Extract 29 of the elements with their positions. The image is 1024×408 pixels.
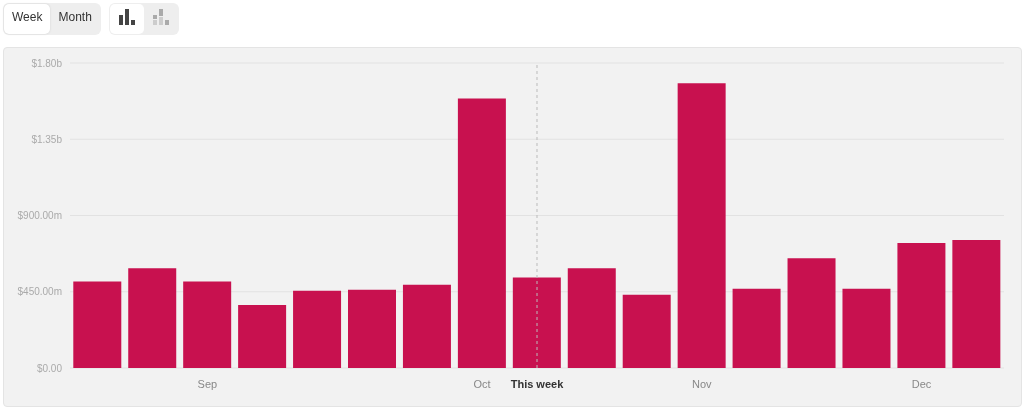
bar bbox=[512, 277, 561, 368]
x-tick-label: Oct bbox=[473, 378, 491, 390]
bar bbox=[952, 239, 1001, 368]
x-tick-label: Dec bbox=[911, 378, 932, 390]
bar bbox=[567, 268, 616, 368]
bar bbox=[238, 304, 287, 368]
bar bbox=[457, 98, 506, 368]
x-tick-label: Sep bbox=[197, 378, 218, 390]
y-tick-label: $1.80b bbox=[31, 57, 63, 69]
bar bbox=[183, 281, 232, 368]
bar bbox=[73, 281, 122, 368]
bar bbox=[293, 290, 342, 368]
bar bbox=[732, 288, 781, 368]
bar bbox=[897, 242, 946, 368]
bar bbox=[842, 288, 891, 368]
x-tick-label: This week bbox=[510, 378, 565, 390]
bar bbox=[348, 289, 396, 368]
bar bbox=[787, 258, 836, 368]
text: Week bbox=[4, 4, 51, 34]
bar bbox=[622, 294, 671, 368]
bar bbox=[402, 284, 451, 368]
y-tick-label: $0.00 bbox=[36, 362, 63, 374]
text: Month bbox=[57, 9, 93, 26]
x-tick-label: Nov bbox=[692, 378, 713, 390]
y-tick-label: $900.00m bbox=[17, 210, 62, 222]
bar bbox=[677, 83, 726, 368]
bar bbox=[128, 268, 177, 368]
y-tick-label: $450.00m bbox=[17, 286, 62, 298]
y-tick-label: $1.35b bbox=[31, 133, 63, 145]
